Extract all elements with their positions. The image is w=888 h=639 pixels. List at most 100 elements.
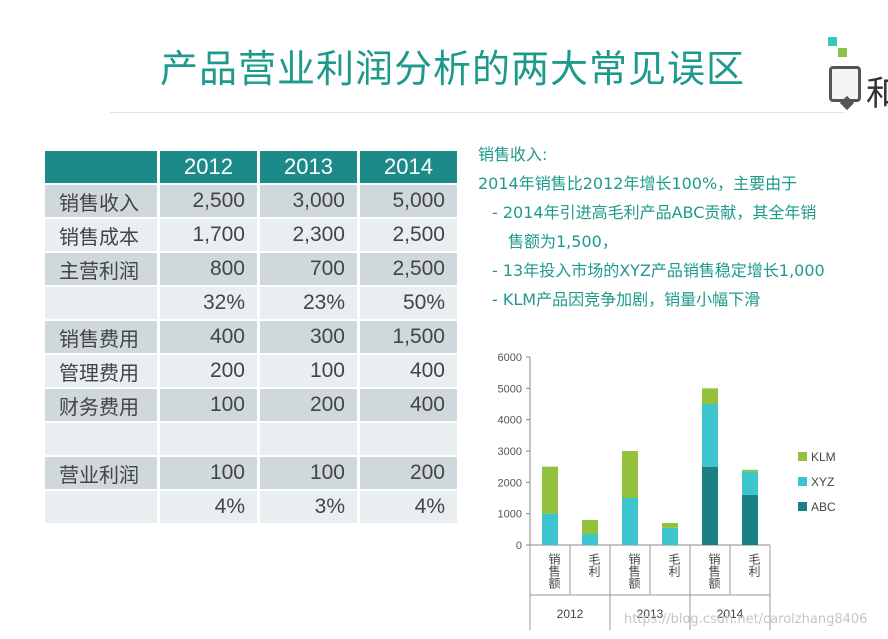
table-row: 销售成本 1,700 2,300 2,500 — [45, 219, 460, 253]
table-header-cell — [45, 151, 160, 185]
bar-segment-klm — [702, 388, 718, 404]
row-label: 销售成本 — [45, 219, 160, 253]
row-label: 管理费用 — [45, 355, 160, 389]
chat-bubble-logo-icon — [829, 66, 861, 102]
table-cell: 100 — [260, 355, 360, 389]
table-cell: 400 — [160, 321, 260, 355]
table-header-cell: 2012 — [160, 151, 260, 185]
notes-bullet: - KLM产品因竞争加剧，销量小幅下滑 — [492, 290, 761, 309]
bar-segment-xyz — [622, 498, 638, 545]
table-cell: 3,000 — [260, 185, 360, 219]
table-cell: 4% — [360, 491, 460, 525]
table-cell — [360, 423, 460, 457]
bar-segment-xyz — [662, 527, 678, 545]
table-cell: 200 — [160, 355, 260, 389]
logo-text: 和 — [866, 74, 888, 114]
table-cell — [260, 423, 360, 457]
row-label: 销售收入 — [45, 185, 160, 219]
stacked-bar-chart: 0 1000 2000 3000 4000 5000 6000 销售额 毛利 销售额 毛利 销售额 毛利… — [498, 352, 836, 630]
bar-segment-klm — [742, 469, 758, 472]
legend-swatch — [798, 452, 807, 461]
table-cell: 2,500 — [160, 185, 260, 219]
logo-square-green — [838, 48, 847, 57]
table-cell: 200 — [360, 457, 460, 491]
y-tick-label: 4000 — [498, 415, 522, 427]
logo-square-teal — [828, 37, 837, 46]
bar-segment-klm — [582, 519, 598, 535]
legend-swatch — [798, 477, 807, 486]
category-label: 毛利 — [747, 553, 761, 577]
group-label: 2012 — [557, 607, 584, 621]
table-cell: 100 — [160, 389, 260, 423]
group-label: 2014 — [717, 607, 744, 621]
y-tick-label: 2000 — [498, 477, 522, 489]
bar-segment-xyz — [582, 534, 598, 545]
notes-bullet: - 2014年引进高毛利产品ABC贡献，其全年销 — [492, 203, 817, 222]
table-cell: 2,300 — [260, 219, 360, 253]
table-row: 营业利润 100 100 200 — [45, 457, 460, 491]
table-row: 销售收入 2,500 3,000 5,000 — [45, 185, 460, 219]
table-row: 销售费用 400 300 1,500 — [45, 321, 460, 355]
row-label: 销售费用 — [45, 321, 160, 355]
bar-segment-xyz — [702, 404, 718, 467]
table-cell: 100 — [160, 457, 260, 491]
table-cell: 700 — [260, 253, 360, 287]
y-tick-label: 3000 — [498, 446, 522, 458]
table-cell: 1,700 — [160, 219, 260, 253]
category-label: 销售额 — [707, 553, 721, 590]
notes-bullet-continued: 售额为1,500， — [508, 232, 618, 251]
y-tick-label: 6000 — [498, 352, 522, 364]
row-label — [45, 491, 160, 525]
table-cell: 32% — [160, 287, 260, 321]
table-row: 32% 23% 50% — [45, 287, 460, 321]
bar-segment-klm — [622, 451, 638, 498]
table-cell: 2,500 — [360, 253, 460, 287]
category-label: 销售额 — [547, 553, 561, 590]
y-tick-label: 5000 — [498, 383, 522, 395]
bar-segment-xyz — [742, 471, 758, 495]
page-title: 产品营业利润分析的两大常见误区 — [160, 47, 746, 91]
table-row: 管理费用 200 100 400 — [45, 355, 460, 389]
table-header-cell: 2013 — [260, 151, 360, 185]
y-tick-label: 1000 — [498, 509, 522, 521]
table-header-cell: 2014 — [360, 151, 460, 185]
bar-segment-xyz — [542, 513, 558, 545]
table-row: 财务费用 100 200 400 — [45, 389, 460, 423]
category-label: 毛利 — [587, 553, 601, 577]
legend-label: XYZ — [811, 475, 834, 489]
notes-bullet: - 13年投入市场的XYZ产品销售稳定增长1,000 — [492, 261, 825, 280]
table-row — [45, 423, 460, 457]
table-header-row: 2012 2013 2014 — [45, 151, 460, 185]
table-row: 主营利润 800 700 2,500 — [45, 253, 460, 287]
watermark: https://blog.csdn.net/carolzhang8406 — [624, 612, 868, 627]
table-cell: 23% — [260, 287, 360, 321]
table-cell: 400 — [360, 389, 460, 423]
bar-segment-klm — [542, 466, 558, 514]
table-cell: 3% — [260, 491, 360, 525]
legend-swatch — [798, 502, 807, 511]
row-label: 营业利润 — [45, 457, 160, 491]
bar-segment-abc — [742, 494, 758, 545]
row-label — [45, 423, 160, 457]
category-label: 销售额 — [627, 553, 641, 590]
notes-heading: 销售收入: — [478, 145, 548, 164]
table-cell: 200 — [260, 389, 360, 423]
table-cell: 1,500 — [360, 321, 460, 355]
group-label: 2013 — [637, 607, 664, 621]
analysis-notes: 销售收入: 2014年销售比2012年增长100%，主要由于 - 2014年引进… — [478, 140, 825, 314]
row-label — [45, 287, 160, 321]
row-label: 主营利润 — [45, 253, 160, 287]
table-cell: 2,500 — [360, 219, 460, 253]
table-cell: 5,000 — [360, 185, 460, 219]
table-row: 4% 3% 4% — [45, 491, 460, 525]
table-cell: 800 — [160, 253, 260, 287]
table-cell: 400 — [360, 355, 460, 389]
table-cell — [160, 423, 260, 457]
row-label: 财务费用 — [45, 389, 160, 423]
y-tick-label: 0 — [516, 540, 522, 552]
bar-segment-klm — [662, 523, 678, 528]
legend-label: KLM — [811, 450, 836, 464]
table-cell: 100 — [260, 457, 360, 491]
notes-line: 2014年销售比2012年增长100%，主要由于 — [478, 174, 798, 193]
financial-table: 2012 2013 2014 销售收入 2,500 3,000 5,000 销售… — [45, 151, 460, 525]
